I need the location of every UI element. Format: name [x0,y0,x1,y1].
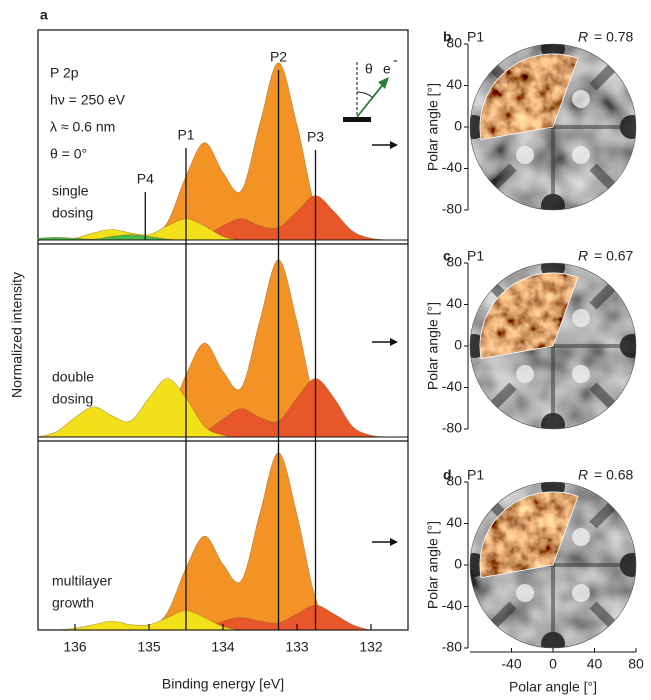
pattern-outline [469,43,637,211]
y-tick-label: 80 [446,35,462,51]
x-tick-label: 135 [137,639,161,655]
y-tick-label: 40 [446,295,462,311]
arrow-head [390,338,398,346]
x-tick-label: -40 [501,656,521,672]
inset-charge: - [393,52,398,68]
bright-spot [572,584,590,602]
y-tick-label: -40 [442,378,462,394]
annotation: hν = 250 eV [50,92,126,108]
annotation: θ = 0° [50,146,87,162]
inset-angle: θ [365,61,373,77]
annotation: λ ≈ 0.6 nm [50,119,115,135]
peak-label: P2 [270,49,287,65]
sample-label: single [52,183,89,199]
bright-spot [516,584,534,602]
peak-name: P1 [467,248,484,264]
x-tick-label: 136 [63,639,87,655]
sample-label: growth [52,595,94,611]
peak-name: P1 [467,467,484,483]
peak-label: P1 [177,127,194,143]
inset-arc [356,91,373,98]
arrow-head [390,141,398,149]
r-symbol: R [578,248,588,264]
wedge-outline [479,491,579,579]
panel-letter: a [40,7,48,23]
inset-sample [343,117,371,122]
r-value: = 0.68 [594,467,634,483]
sample-label: dosing [52,205,93,221]
y-axis-label: Polar angle [°] [425,83,441,171]
bright-spot [572,146,590,164]
r-symbol: R [578,29,588,45]
r-symbol: R [578,467,588,483]
inset-arrowhead [378,77,389,89]
panel-letter: d [443,467,452,483]
bright-spot [572,528,590,546]
bright-spot [572,309,590,327]
arrow-head [390,538,398,546]
peak-name: P1 [467,29,484,45]
y-axis-label: Polar angle [°] [425,521,441,609]
wedge-outline [479,53,579,141]
y-tick-label: 0 [454,556,462,572]
sample-label: double [52,369,94,385]
x-axis-label: Binding energy [eV] [162,676,284,692]
wedge-outline [479,272,579,360]
panel-letter: b [443,29,452,45]
y-tick-label: 40 [446,514,462,530]
bright-spot [516,146,534,164]
bright-spot [572,90,590,108]
y-tick-label: -80 [442,201,462,217]
peak-label: P4 [137,171,154,187]
pattern-outline [469,262,637,430]
inset-electron: e [383,61,391,77]
x-tick-label: 133 [285,639,309,655]
bright-spot [516,365,534,383]
sample-label: multilayer [52,573,112,589]
x-tick-label: 134 [211,639,235,655]
inset-emission [356,81,386,118]
component-area [38,62,408,241]
x-axis-label: Polar angle [°] [509,679,597,695]
annotation: P 2p [50,65,79,81]
x-tick-label: 132 [359,639,383,655]
y-tick-label: -80 [442,420,462,436]
y-tick-label: -80 [442,639,462,655]
y-tick-label: 0 [454,337,462,353]
x-tick-label: 80 [628,656,644,672]
y-tick-label: 80 [446,254,462,270]
x-tick-label: 40 [587,656,603,672]
y-axis-label: Polar angle [°] [425,302,441,390]
y-tick-label: -40 [442,159,462,175]
peak-label: P3 [307,129,324,145]
y-tick-label: 40 [446,76,462,92]
y-tick-label: 0 [454,118,462,134]
panel-letter: c [443,248,451,264]
y-tick-label: 80 [446,473,462,489]
sample-label: dosing [52,391,93,407]
r-value: = 0.78 [594,29,634,45]
y-tick-label: -40 [442,597,462,613]
bright-spot [572,365,590,383]
x-tick-label: 0 [549,656,557,672]
r-value: = 0.67 [594,248,634,264]
y-axis-label: Normalized intensity [9,272,25,398]
